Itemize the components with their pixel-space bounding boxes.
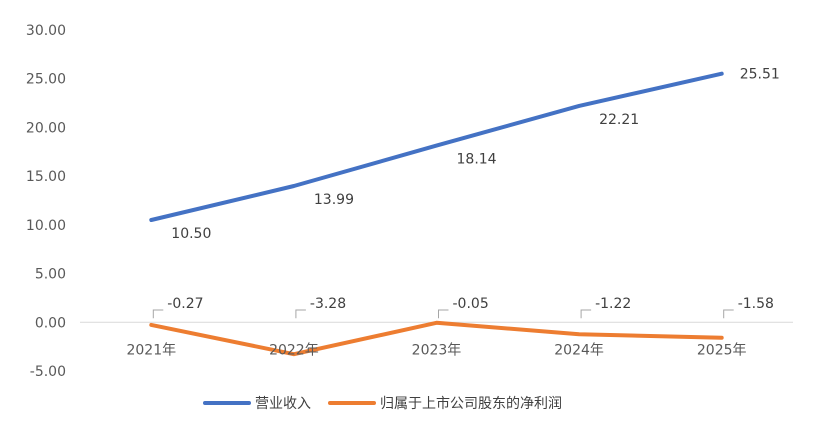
net-profit-leader-line — [438, 309, 449, 319]
net-profit-leader-line — [295, 309, 306, 319]
net-profit-leader-line — [723, 309, 734, 319]
x-tick-label: 2023年 — [412, 342, 462, 358]
y-tick-label: 5.00 — [35, 267, 66, 283]
y-tick-label: 15.00 — [26, 169, 66, 185]
net-profit-data-label: -1.22 — [595, 296, 631, 312]
revenue-data-label: 22.21 — [599, 112, 639, 128]
net-profit-data-label: -1.58 — [738, 296, 774, 312]
revenue-data-label: 10.50 — [171, 226, 211, 242]
y-tick-label: 25.00 — [26, 72, 66, 88]
net-profit-leader-line — [580, 309, 592, 319]
net-profit-leader-line — [152, 309, 164, 319]
x-tick-label: 2024年 — [554, 342, 604, 358]
net-profit-series-line — [149, 320, 724, 357]
y-tick-label: 20.00 — [26, 120, 66, 136]
y-tick-label: 10.00 — [26, 218, 66, 234]
x-tick-label: 2022年 — [269, 342, 319, 358]
revenue-data-label: 13.99 — [314, 192, 354, 208]
x-tick-label: 2025年 — [697, 342, 747, 358]
revenue-data-label: 18.14 — [457, 152, 497, 168]
net-profit-data-label: -0.27 — [167, 296, 203, 312]
net-profit-data-label: -3.28 — [310, 296, 346, 312]
net-profit-data-label: -0.05 — [453, 296, 489, 312]
x-tick-label: 2021年 — [126, 342, 176, 358]
y-tick-label: 0.00 — [35, 315, 66, 331]
legend-revenue-label: 营业收入 — [255, 396, 311, 412]
revenue-series-line — [149, 71, 724, 222]
y-tick-label: -5.00 — [30, 364, 66, 380]
revenue-data-label: 25.51 — [740, 67, 780, 83]
legend-net-profit-label: 归属于上市公司股东的净利润 — [380, 395, 562, 412]
y-tick-label: 30.00 — [26, 23, 66, 39]
